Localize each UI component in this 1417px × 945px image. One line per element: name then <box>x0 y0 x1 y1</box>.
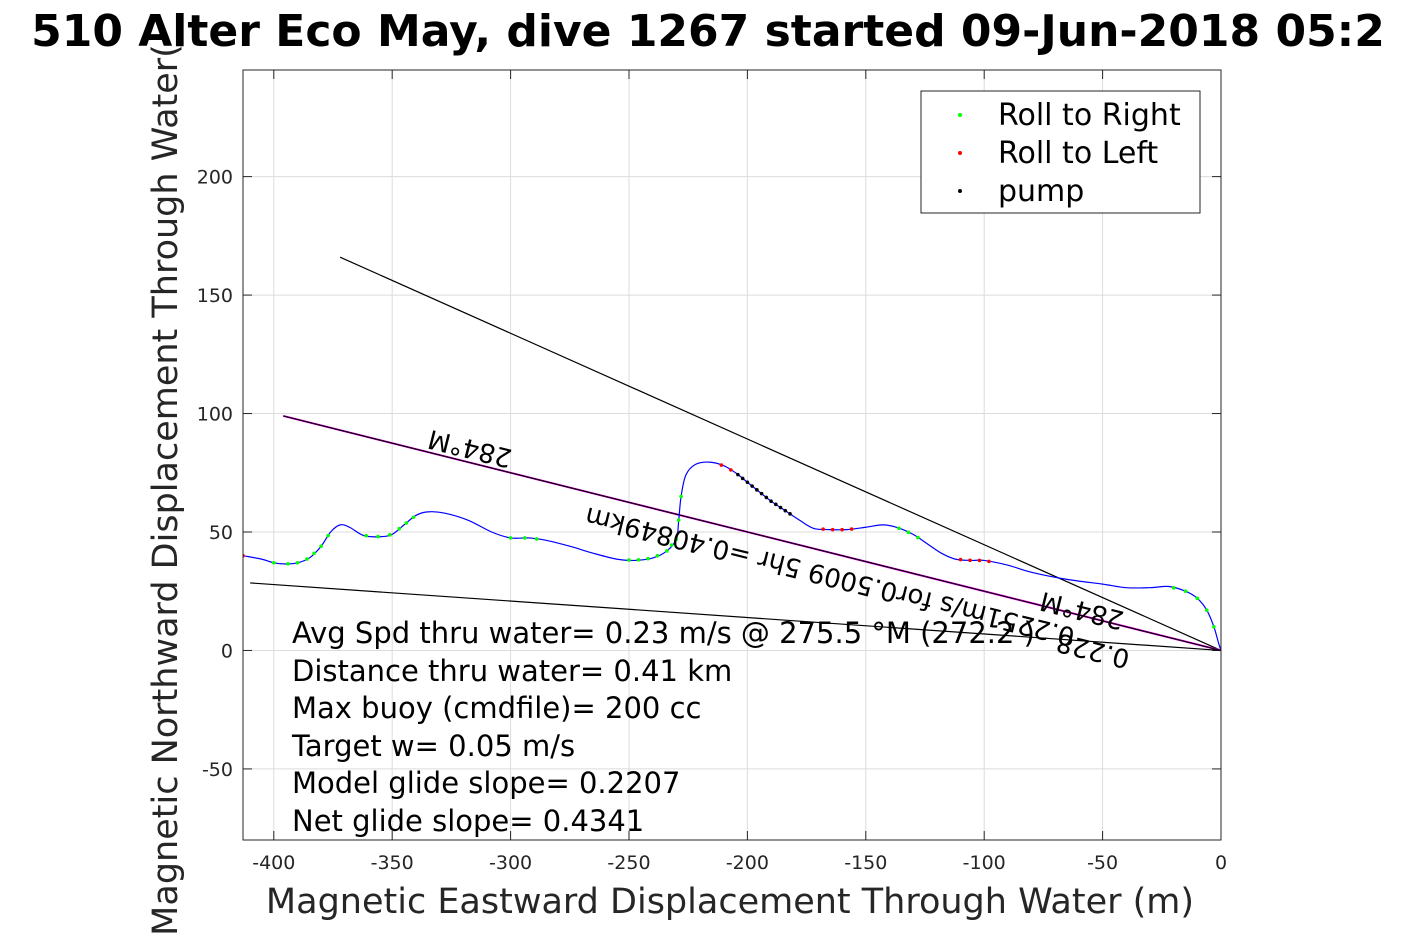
y-tick-label: -50 <box>202 759 233 781</box>
roll-right-marker <box>522 536 527 540</box>
legend-marker-roll-right <box>958 113 962 117</box>
pump-marker <box>764 495 769 500</box>
roll-right-marker <box>669 543 674 547</box>
roll-right-marker <box>665 549 669 553</box>
roll-right-marker <box>404 521 409 525</box>
roll-right-marker <box>1212 624 1216 629</box>
model-glide-text: Model glide slope= 0.2207 <box>292 766 680 800</box>
roll-right-marker <box>916 535 920 540</box>
roll-right-marker <box>319 544 323 549</box>
roll-right-marker <box>508 536 513 540</box>
x-tick-label: -400 <box>252 852 295 874</box>
roll-right-marker <box>906 530 911 535</box>
x-axis-label: Magnetic Eastward Displacement Through W… <box>266 882 1194 922</box>
roll-right-marker <box>271 561 276 565</box>
x-tick-label: -350 <box>371 852 414 874</box>
distance-text: Distance thru water= 0.41 km <box>292 654 732 688</box>
pump-marker <box>750 484 754 488</box>
roll-right-marker <box>646 556 650 561</box>
roll-left-marker <box>719 463 724 467</box>
roll-right-marker <box>1204 608 1209 612</box>
pump-marker <box>778 505 783 510</box>
roll-left-marker <box>987 559 991 564</box>
roll-right-marker <box>679 494 683 499</box>
net-glide-text: Net glide slope= 0.4341 <box>292 804 644 838</box>
roll-left-marker <box>849 527 854 531</box>
roll-right-marker <box>897 526 901 531</box>
roll-right-marker <box>636 558 641 562</box>
max-buoy-text: Max buoy (cmdfile)= 200 cc <box>292 691 701 725</box>
roll-right-marker <box>627 558 631 562</box>
roll-right-marker <box>305 557 309 561</box>
heading-line <box>283 415 1221 652</box>
roll-right-marker <box>312 551 316 556</box>
roll-right-marker <box>295 561 300 565</box>
pump-marker <box>740 476 745 481</box>
x-tick-label: -250 <box>607 852 650 874</box>
plot-border <box>242 69 1222 841</box>
heading-lines <box>250 256 1221 652</box>
target-w-text: Target w= 0.05 m/s <box>291 729 575 763</box>
x-tick-label: -100 <box>963 852 1006 874</box>
roll-right-marker <box>326 533 331 538</box>
roll-right-marker <box>534 537 539 541</box>
dive-summary: Avg Spd thru water= 0.23 m/s @ 275.5 °M … <box>291 616 1035 838</box>
x-tick-label: -150 <box>844 852 887 874</box>
roll-left-marker <box>840 527 844 532</box>
legend-marker-roll-left <box>958 151 962 155</box>
legend-label-pump: pump <box>998 174 1084 209</box>
roll-left-marker <box>729 468 733 472</box>
x-tick-label: -50 <box>1087 852 1118 874</box>
y-axis-ticks: -50 0 50 100 150 200 <box>197 167 1221 781</box>
legend: Roll to Right Roll to Left pump <box>920 90 1201 214</box>
heading-line <box>339 256 1221 652</box>
legend-label-roll-left: Roll to Left <box>998 136 1158 171</box>
pump-marker <box>788 512 792 516</box>
y-tick-label: 50 <box>209 522 233 544</box>
pump-marker <box>755 488 759 492</box>
y-tick-label: 200 <box>197 167 233 189</box>
roll-right-marker <box>1195 596 1200 601</box>
x-tick-label: -200 <box>726 852 769 874</box>
roll-right-marker <box>674 537 679 541</box>
y-tick-label: 100 <box>197 404 233 426</box>
roll-right-marker <box>388 533 392 537</box>
roll-left-marker <box>958 557 963 562</box>
roll-markers <box>243 463 1216 629</box>
roll-right-marker <box>655 553 660 558</box>
legend-marker-pump <box>958 189 962 193</box>
roll-right-marker <box>1183 589 1188 594</box>
pump-marker <box>745 480 750 485</box>
legend-box <box>920 90 1201 214</box>
roll-right-marker <box>376 534 380 539</box>
roll-right-marker <box>411 515 416 520</box>
roll-left-marker <box>830 527 835 532</box>
roll-left-marker <box>821 527 825 531</box>
y-tick-label: 150 <box>197 285 233 307</box>
x-axis-ticks: -400 -350 -300 -250 -200 -150 -100 -50 0 <box>252 70 1227 874</box>
pump-marker <box>769 499 773 504</box>
roll-left-marker <box>977 558 982 563</box>
legend-label-roll-right: Roll to Right <box>998 98 1181 133</box>
heading-line <box>250 582 1221 652</box>
roll-right-marker <box>364 533 368 538</box>
roll-right-marker <box>676 518 681 522</box>
x-tick-label: -300 <box>489 852 532 874</box>
pump-marker <box>783 508 788 513</box>
roll-left-marker <box>968 558 972 563</box>
x-tick-label: 0 <box>1215 852 1227 874</box>
y-axis-label: Magnetic Northward Displacement Through … <box>146 44 186 936</box>
pump-marker <box>774 502 778 507</box>
pump-marker <box>759 491 764 496</box>
pump-marker <box>736 472 740 477</box>
roll-right-marker <box>397 526 402 531</box>
roll-right-marker <box>1171 586 1176 590</box>
chart-title: 510 Alter Eco May, dive 1267 started 09-… <box>31 6 1385 57</box>
avg-speed-text: Avg Spd thru water= 0.23 m/s @ 275.5 °M … <box>292 616 1035 650</box>
y-tick-label: 0 <box>221 640 233 662</box>
roll-right-marker <box>286 561 290 566</box>
